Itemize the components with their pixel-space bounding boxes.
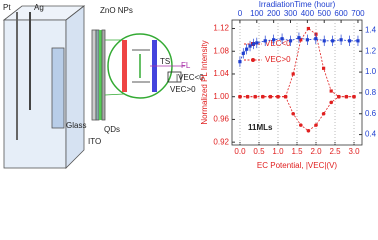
point: [297, 36, 301, 40]
point: [306, 26, 311, 31]
y2-tick-label: 0.6: [365, 109, 377, 118]
point: [260, 94, 265, 99]
x2-tick-label: 600: [334, 9, 348, 18]
label: Pt: [3, 3, 11, 12]
point: [314, 37, 318, 41]
point: [263, 39, 267, 43]
point: [352, 94, 356, 99]
point: [337, 94, 341, 99]
diagram: [2, 5, 185, 169]
annotation: 11MLs: [248, 123, 273, 132]
label: TS: [160, 57, 170, 66]
series-line: [239, 96, 355, 132]
point: [329, 100, 334, 105]
y2-tick-label: 1.4: [365, 26, 377, 35]
legend-label: VEC>0: [265, 55, 291, 64]
label: VEC>0: [170, 85, 196, 94]
y-axis-title: Normalized PL Intensity: [200, 40, 209, 124]
label: QDs: [104, 125, 120, 134]
y2-tick-label: 0.8: [365, 88, 377, 97]
point: [299, 38, 303, 42]
point: [241, 51, 245, 55]
zno-layer: [101, 29, 106, 121]
x-axis-title: EC Potential, |VEC|(V): [257, 161, 338, 170]
point: [299, 123, 303, 127]
x-tick-label: 1.5: [291, 147, 303, 156]
point: [322, 66, 326, 70]
x2-tick-label: 100: [250, 9, 264, 18]
label: Ag: [34, 3, 44, 12]
y-tick-label: 1.12: [213, 24, 229, 33]
point: [356, 39, 360, 43]
point: [288, 39, 293, 43]
point: [238, 94, 242, 99]
point: [347, 39, 352, 43]
y-tick-label: 0.96: [213, 115, 229, 124]
point: [255, 41, 259, 45]
x2-tick-label: 200: [267, 9, 281, 18]
label: FL: [181, 61, 191, 70]
x2-tick-label: 700: [351, 9, 365, 18]
x-tick-label: 3.0: [348, 147, 360, 156]
x2-axis-title: IrradiationTime (hour): [259, 0, 336, 9]
sample: [51, 47, 65, 129]
point: [291, 72, 295, 76]
y2-tick-label: 0.4: [365, 130, 377, 139]
point: [276, 94, 280, 99]
point: [329, 89, 333, 93]
label: Glass: [66, 121, 86, 130]
y2-tick-label: 1.2: [365, 46, 377, 55]
cuvette-side: [65, 5, 85, 169]
label: ZnO NPs: [100, 6, 133, 15]
glass-layer: [91, 29, 97, 121]
label: |VEC<0: [176, 73, 204, 82]
point: [344, 94, 349, 99]
x-tick-label: 0.5: [253, 147, 265, 156]
diagram-labels: Pt Ag ZnO NPs Glass ITO QDs TS |VEC<0 FL…: [3, 3, 204, 146]
point: [321, 111, 326, 116]
x2-tick-label: 500: [318, 9, 332, 18]
label: ITO: [88, 137, 101, 146]
y-tick-label: 0.92: [213, 137, 229, 146]
point: [331, 39, 335, 43]
figure: Pt Ag ZnO NPs Glass ITO QDs TS |VEC<0 FL…: [2, 0, 377, 170]
point: [251, 42, 256, 46]
y-tick-label: 1.08: [213, 46, 229, 55]
x2-tick-label: 400: [301, 9, 315, 18]
x-tick-label: 0.0: [234, 147, 246, 156]
y2-tick-label: 1.0: [365, 67, 377, 76]
point: [280, 37, 284, 41]
qd-layer: [99, 30, 102, 120]
point: [322, 39, 326, 43]
x-tick-label: 2.0: [310, 147, 322, 156]
point: [238, 60, 242, 64]
y-tick-label: 1.00: [213, 92, 229, 101]
ts-box: [167, 71, 182, 83]
point: [245, 47, 249, 51]
point: [268, 94, 273, 99]
legend-marker: [251, 58, 255, 62]
chart: 0.0 0.5 1.0 1.5 2.0 2.5 3.0 0 100 200 300 400 500 600…: [200, 0, 377, 170]
y-tick-label: 1.04: [213, 69, 229, 78]
point: [248, 44, 252, 48]
x2-tick-label: 300: [284, 9, 298, 18]
legend-label: VEC<0: [265, 39, 291, 48]
point: [272, 38, 276, 42]
x-tick-label: 2.5: [329, 147, 341, 156]
x-tick-label: 1.0: [272, 147, 284, 156]
point: [283, 94, 288, 99]
zoom-line: [104, 93, 125, 96]
point: [253, 94, 257, 99]
point: [245, 94, 250, 99]
x2-tick-label: 0: [238, 9, 243, 18]
point: [314, 123, 318, 127]
point: [339, 38, 343, 42]
point: [305, 38, 309, 42]
point: [306, 128, 311, 133]
band-left: [122, 40, 127, 92]
ito-layer: [95, 29, 100, 121]
point: [291, 111, 295, 116]
